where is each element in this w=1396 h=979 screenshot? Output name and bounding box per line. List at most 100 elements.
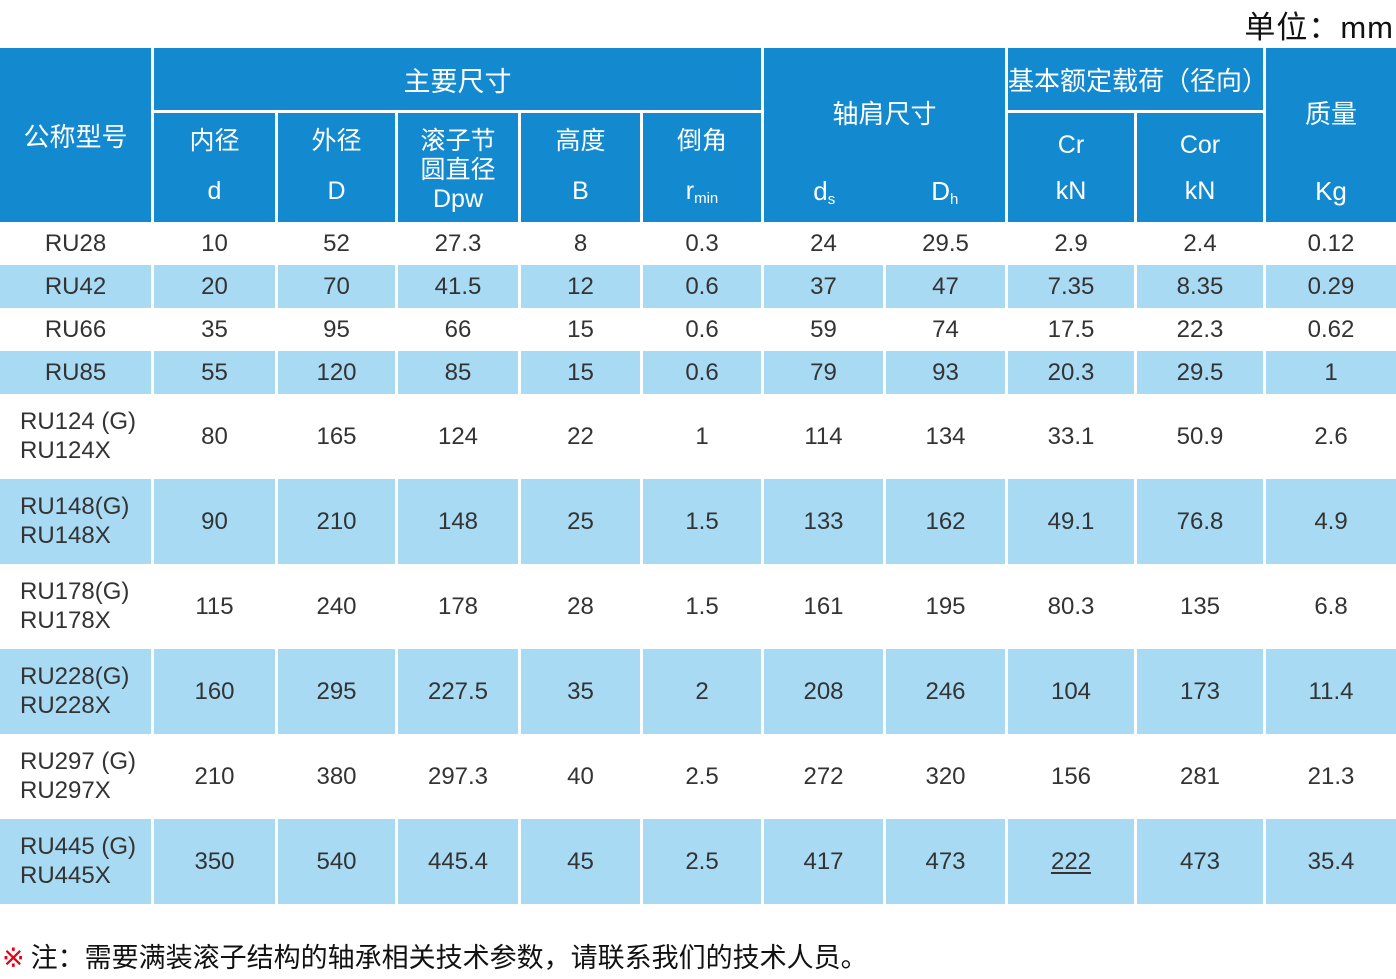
value-cell: 35: [154, 308, 275, 351]
header-dim-outer-diameter: 外径 D: [278, 113, 395, 222]
value-cell: 10: [154, 222, 275, 265]
value-cell: 165: [278, 394, 395, 479]
unit-label: 单位：mm: [1244, 10, 1394, 45]
footnote-marker: ※: [2, 943, 25, 973]
value-cell: 52: [278, 222, 395, 265]
value-cell: 47: [886, 265, 1005, 308]
mass-title: 质量: [1304, 98, 1357, 129]
value-cell: 0.12: [1266, 222, 1396, 265]
dim-name: 内径: [189, 127, 240, 155]
value-cell: 124: [398, 394, 518, 479]
value-cell: 90: [154, 479, 275, 564]
value-cell: 22: [521, 394, 640, 479]
value-cell: 0.6: [643, 351, 761, 394]
value-cell: 104: [1008, 649, 1134, 734]
value-cell: 49.1: [1008, 479, 1134, 564]
value-cell: 80.3: [1008, 564, 1134, 649]
value-cell: 17.5: [1008, 308, 1134, 351]
value-cell: 80: [154, 394, 275, 479]
model-cell: RU228(G) RU228X: [0, 649, 151, 734]
value-cell: 297.3: [398, 734, 518, 819]
table-body: RU28 10 52 27.3 8 0.3 24 29.5 2.9 2.4 0.12 RU42 20 70…: [0, 222, 1396, 904]
header-model: 公称型号: [0, 48, 151, 222]
value-cell: 473: [1137, 819, 1263, 904]
value-cell: 148: [398, 479, 518, 564]
spec-table: 公称型号 主要尺寸 内径 d 外径 D 滚子节 圆直径 Dpw 高度 B 倒角 …: [0, 48, 1396, 904]
value-cell: 160: [154, 649, 275, 734]
value-cell: 1.5: [643, 564, 761, 649]
dim-name: 滚子节 圆直径: [420, 127, 496, 184]
model-cell: RU85: [0, 351, 151, 394]
value-cell: 134: [886, 394, 1005, 479]
model-cell: RU445 (G) RU445X: [0, 819, 151, 904]
value-cell: 21.3: [1266, 734, 1396, 819]
value-cell: 208: [764, 649, 883, 734]
value-cell: 115: [154, 564, 275, 649]
value-cell: 15: [521, 351, 640, 394]
header-dim-height: 高度 B: [521, 113, 640, 222]
value-cell: 25: [521, 479, 640, 564]
value-cell: 55: [154, 351, 275, 394]
value-cell: 156: [1008, 734, 1134, 819]
value-cell: 320: [886, 734, 1005, 819]
value-cell: 1.5: [643, 479, 761, 564]
dim-symbol: rmin: [685, 177, 719, 207]
value-cell: 178: [398, 564, 518, 649]
value-cell: 540: [278, 819, 395, 904]
table-row: RU42 20 70 41.5 12 0.6 37 47 7.35 8.35 0.29: [0, 265, 1396, 308]
value-cell: 85: [398, 351, 518, 394]
table-row: RU66 35 95 66 15 0.6 59 74 17.5 22.3 0.62: [0, 308, 1396, 351]
header-shoulder-dims: 轴肩尺寸 ds Dh: [764, 48, 1005, 222]
shoulder-ds: ds: [813, 176, 836, 208]
value-cell: 37: [764, 265, 883, 308]
value-cell: 2: [643, 649, 761, 734]
value-cell: 0.62: [1266, 308, 1396, 351]
header-load-cor: Cor kN: [1137, 113, 1263, 222]
value-cell: 295: [278, 649, 395, 734]
model-cell: RU28: [0, 222, 151, 265]
value-cell: 120: [278, 351, 395, 394]
load-unit: kN: [1184, 177, 1216, 205]
shoulder-title: 轴肩尺寸: [832, 98, 937, 129]
value-cell: 0.29: [1266, 265, 1396, 308]
value-cell: 40: [521, 734, 640, 819]
value-cell: 4.9: [1266, 479, 1396, 564]
footnote: ※ 注：需要满装滚子结构的轴承相关技术参数，请联系我们的技术人员。: [2, 936, 868, 975]
value-cell: 281: [1137, 734, 1263, 819]
value-cell: 0.6: [643, 265, 761, 308]
value-cell: 6.8: [1266, 564, 1396, 649]
value-cell: 2.9: [1008, 222, 1134, 265]
mass-unit-row: Kg: [1266, 176, 1396, 222]
value-cell: 2.6: [1266, 394, 1396, 479]
table-row: RU228(G) RU228X 160 295 227.5 35 2 208 246 104 173…: [0, 649, 1396, 734]
value-cell: 380: [278, 734, 395, 819]
dim-name: 高度: [555, 127, 606, 155]
shoulder-symbols: ds Dh: [764, 176, 1005, 222]
value-cell: 35: [521, 649, 640, 734]
value-cell: 0.6: [643, 308, 761, 351]
value-cell: 162: [886, 479, 1005, 564]
value-cell: 1: [1266, 351, 1396, 394]
model-cell: RU178(G) RU178X: [0, 564, 151, 649]
dim-symbol: d: [207, 177, 222, 205]
value-cell: 22.3: [1137, 308, 1263, 351]
value-cell: 246: [886, 649, 1005, 734]
value-cell: 29.5: [1137, 351, 1263, 394]
value-cell: 227.5: [398, 649, 518, 734]
value-cell: 133: [764, 479, 883, 564]
value-cell: 2.5: [643, 734, 761, 819]
load-symbol: Cr: [1057, 131, 1085, 159]
header-dim-chamfer: 倒角 rmin: [643, 113, 761, 222]
value-cell: 15: [521, 308, 640, 351]
value-cell: 20: [154, 265, 275, 308]
value-cell: 135: [1137, 564, 1263, 649]
value-cell: 210: [154, 734, 275, 819]
value-cell: 33.1: [1008, 394, 1134, 479]
value-cell: 20.3: [1008, 351, 1134, 394]
value-cell: 8.35: [1137, 265, 1263, 308]
value-cell: 161: [764, 564, 883, 649]
shoulder-dh: Dh: [931, 176, 959, 208]
dim-symbol: B: [572, 177, 589, 205]
value-cell: 173: [1137, 649, 1263, 734]
